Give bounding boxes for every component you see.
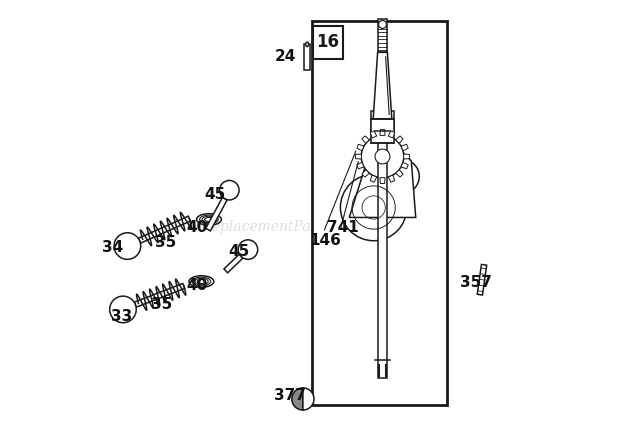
Polygon shape — [373, 52, 392, 119]
Text: 35: 35 — [156, 235, 177, 251]
Wedge shape — [303, 388, 314, 410]
Polygon shape — [349, 143, 416, 218]
Polygon shape — [396, 169, 403, 177]
Circle shape — [238, 240, 258, 259]
Text: 24: 24 — [275, 50, 296, 64]
Polygon shape — [380, 130, 385, 136]
Polygon shape — [388, 131, 395, 138]
Ellipse shape — [189, 276, 214, 287]
Bar — [378, 19, 388, 52]
Bar — [371, 119, 394, 143]
Text: 45: 45 — [228, 244, 250, 259]
Bar — [304, 45, 310, 70]
Polygon shape — [206, 198, 227, 231]
Polygon shape — [404, 154, 409, 159]
Circle shape — [379, 21, 386, 29]
Text: 34: 34 — [102, 240, 123, 255]
Text: 40: 40 — [187, 220, 208, 235]
Polygon shape — [138, 216, 190, 243]
Ellipse shape — [306, 42, 309, 46]
Polygon shape — [401, 144, 408, 151]
Polygon shape — [370, 175, 377, 182]
Text: 357: 357 — [460, 275, 492, 290]
Bar — [378, 111, 388, 378]
Text: 146: 146 — [309, 233, 342, 248]
Text: 40: 40 — [187, 277, 208, 293]
Polygon shape — [356, 144, 364, 151]
Polygon shape — [401, 162, 408, 169]
Polygon shape — [370, 131, 377, 138]
Polygon shape — [362, 136, 370, 143]
Circle shape — [386, 160, 419, 193]
Wedge shape — [292, 388, 303, 410]
Bar — [312, 21, 448, 405]
Text: 16: 16 — [317, 33, 340, 51]
Text: 741: 741 — [327, 220, 359, 235]
Polygon shape — [135, 284, 185, 307]
Polygon shape — [362, 169, 370, 177]
Text: 35: 35 — [151, 297, 172, 313]
Text: 377: 377 — [274, 388, 306, 403]
Bar — [371, 111, 394, 131]
Bar — [477, 264, 487, 295]
Circle shape — [361, 135, 404, 178]
Circle shape — [114, 233, 141, 259]
Text: 45: 45 — [204, 187, 225, 202]
Bar — [313, 26, 343, 59]
Polygon shape — [355, 154, 361, 159]
Circle shape — [219, 181, 239, 200]
Polygon shape — [380, 178, 385, 183]
Circle shape — [110, 296, 136, 323]
Polygon shape — [388, 175, 395, 182]
Polygon shape — [356, 172, 409, 207]
Text: eReplacementParts.com: eReplacementParts.com — [193, 220, 364, 235]
Polygon shape — [396, 136, 403, 143]
Circle shape — [375, 149, 390, 164]
Polygon shape — [224, 254, 243, 273]
Ellipse shape — [197, 214, 221, 225]
Polygon shape — [356, 162, 364, 169]
Circle shape — [340, 174, 407, 241]
Text: 33: 33 — [111, 309, 132, 324]
